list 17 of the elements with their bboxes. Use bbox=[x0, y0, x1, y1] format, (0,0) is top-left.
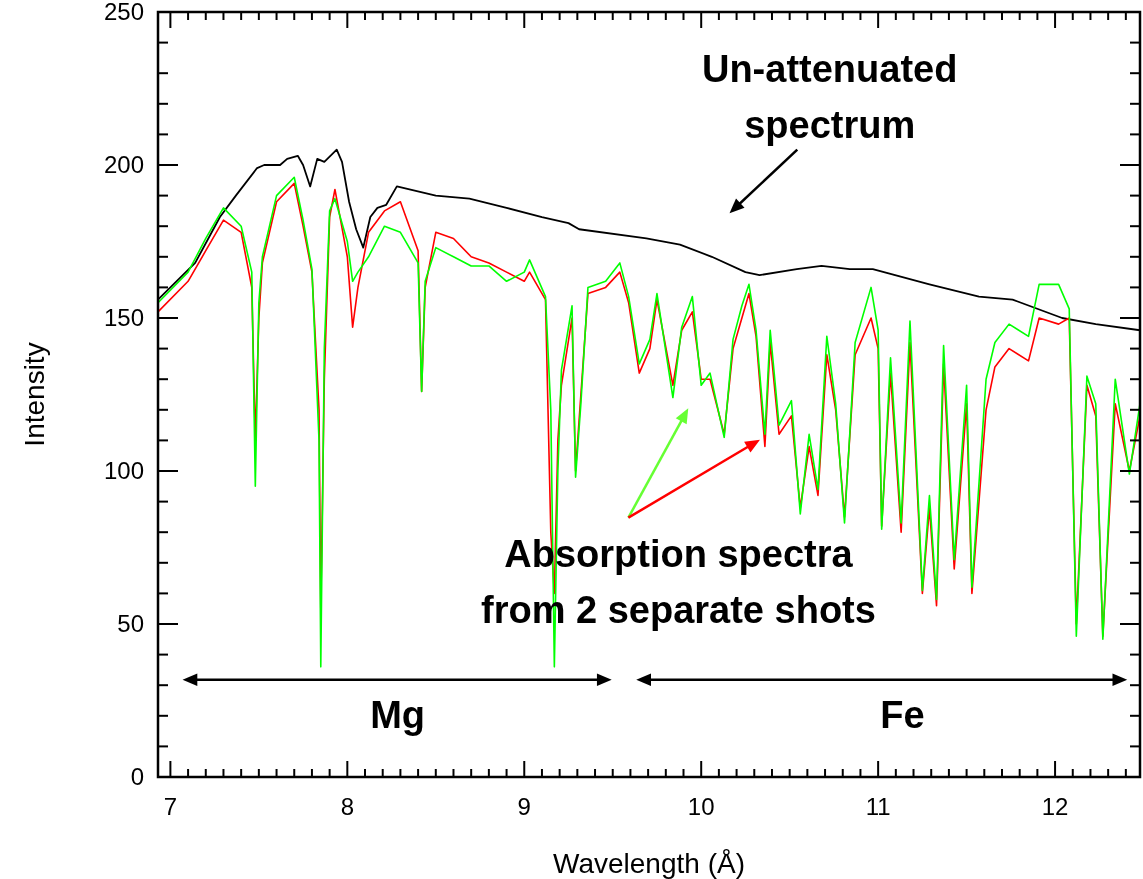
annotation: Fe bbox=[880, 694, 925, 737]
y-tick-label: 250 bbox=[103, 0, 144, 25]
y-tick-label: 0 bbox=[130, 763, 144, 790]
y-axis-title: Intensity bbox=[19, 342, 50, 447]
x-tick-label: 8 bbox=[340, 793, 354, 820]
x-axis-title: Wavelength (Å) bbox=[553, 848, 745, 879]
x-tick-label: 12 bbox=[1041, 793, 1069, 820]
y-tick-label: 50 bbox=[117, 610, 144, 637]
annotation: Mg bbox=[370, 694, 426, 737]
annotation: Un-attenuated spectrum bbox=[701, 48, 958, 147]
x-tick-label: 10 bbox=[687, 793, 715, 820]
x-tick-label: 11 bbox=[865, 793, 891, 820]
x-tick-label: 7 bbox=[163, 793, 178, 820]
y-tick-label: 200 bbox=[103, 151, 144, 178]
x-tick-label: 9 bbox=[517, 793, 531, 820]
y-tick-label: 150 bbox=[103, 304, 144, 331]
y-tick-label: 100 bbox=[103, 457, 144, 484]
